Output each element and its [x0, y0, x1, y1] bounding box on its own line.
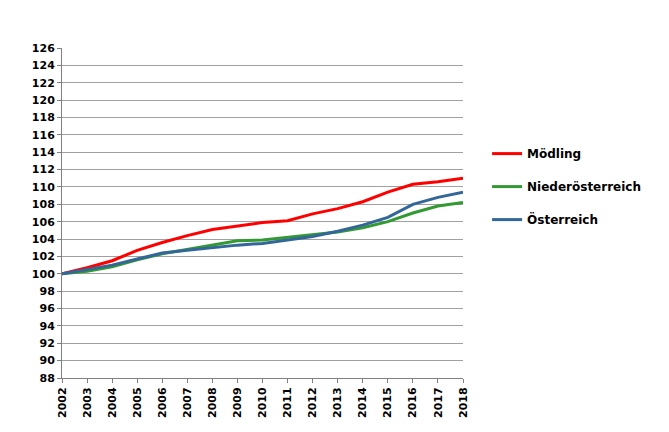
svg-text:2004: 2004: [106, 387, 119, 418]
svg-text:90: 90: [39, 354, 55, 367]
svg-text:126: 126: [32, 42, 55, 55]
svg-text:98: 98: [39, 285, 54, 298]
svg-text:102: 102: [32, 250, 55, 263]
svg-text:2018: 2018: [457, 387, 470, 418]
svg-text:2008: 2008: [206, 387, 219, 418]
svg-text:2003: 2003: [81, 387, 94, 418]
svg-text:120: 120: [32, 94, 55, 107]
svg-text:Niederösterreich: Niederösterreich: [527, 180, 641, 194]
svg-text:2006: 2006: [156, 387, 169, 418]
svg-text:100: 100: [32, 268, 55, 281]
svg-text:Österreich: Österreich: [527, 212, 598, 227]
svg-text:2009: 2009: [231, 387, 244, 418]
svg-text:116: 116: [32, 129, 55, 142]
svg-text:88: 88: [39, 372, 54, 385]
svg-text:2012: 2012: [306, 387, 319, 418]
svg-text:108: 108: [32, 198, 55, 211]
svg-text:104: 104: [32, 233, 55, 246]
svg-text:Mödling: Mödling: [527, 147, 581, 161]
svg-text:2005: 2005: [131, 387, 144, 418]
svg-text:124: 124: [32, 59, 55, 72]
svg-text:2014: 2014: [356, 387, 369, 418]
svg-text:2002: 2002: [56, 387, 69, 418]
svg-text:110: 110: [32, 181, 55, 194]
svg-text:2011: 2011: [281, 387, 294, 418]
svg-text:2010: 2010: [256, 387, 269, 418]
svg-text:114: 114: [32, 146, 55, 159]
svg-text:2007: 2007: [181, 387, 194, 418]
svg-text:92: 92: [39, 337, 54, 350]
svg-text:2013: 2013: [331, 387, 344, 418]
svg-text:2017: 2017: [432, 387, 445, 418]
svg-text:2015: 2015: [381, 387, 394, 418]
svg-text:106: 106: [32, 216, 55, 229]
svg-text:2016: 2016: [406, 387, 419, 418]
svg-text:96: 96: [39, 302, 55, 315]
svg-text:112: 112: [32, 163, 55, 176]
svg-text:122: 122: [32, 77, 55, 90]
svg-text:94: 94: [39, 320, 55, 333]
svg-text:118: 118: [32, 111, 55, 124]
